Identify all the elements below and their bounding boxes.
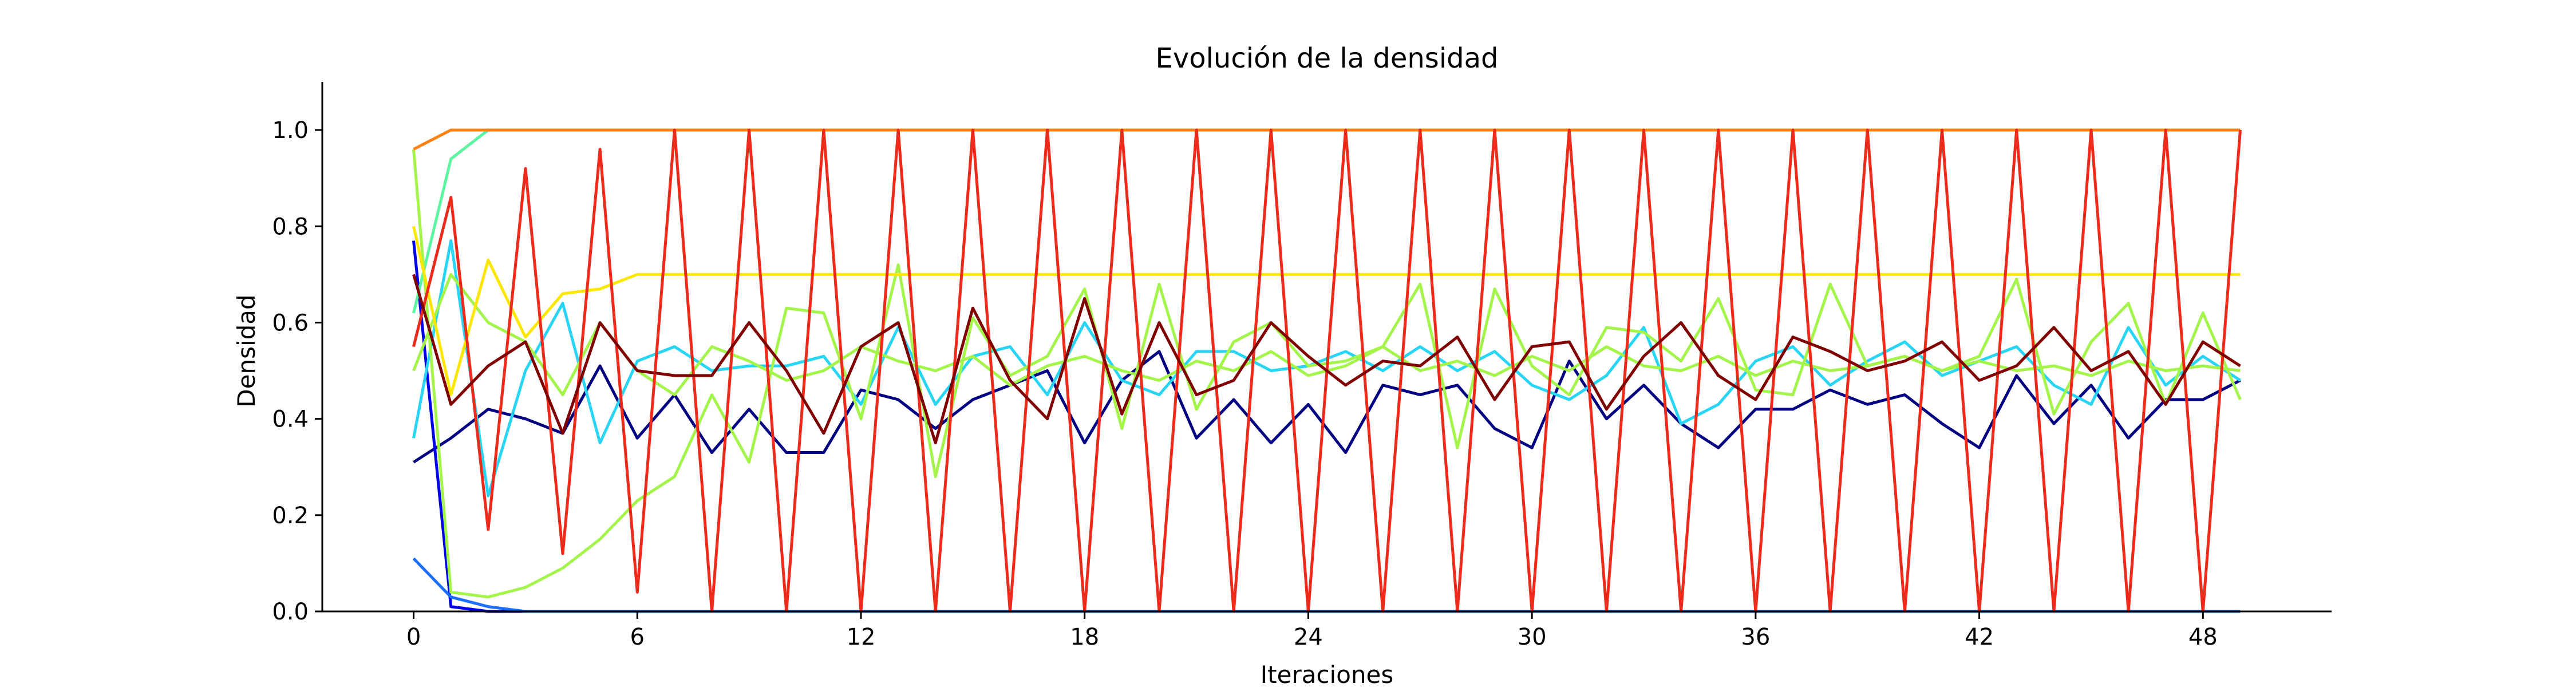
x-tick-label: 0 [406, 624, 421, 650]
series-line-1 [413, 350, 2241, 464]
x-tick-label: 12 [847, 624, 876, 650]
x-tick-label: 30 [1518, 624, 1547, 650]
x-tick-label: 42 [1965, 624, 1994, 650]
series-line-9 [413, 128, 2241, 151]
x-tick-label: 18 [1070, 624, 1099, 650]
series-layer [412, 128, 2242, 613]
x-tick-label: 6 [630, 624, 645, 650]
series-line-3 [412, 557, 2241, 613]
x-axis-label: Iteraciones [1261, 661, 1394, 687]
series-line-8 [412, 226, 2241, 397]
y-tick-label: 0.0 [272, 599, 309, 625]
y-tick-label: 0.6 [272, 310, 309, 336]
series-line-11 [412, 274, 2241, 445]
x-tick-label: 24 [1294, 624, 1323, 650]
ticks-layer: 0 6 12 18 24 30 36 42 48 0.0 0.2 0.4 0.6 0.8 1.0 [272, 117, 2217, 650]
y-tick-label: 0.4 [272, 406, 309, 433]
y-tick-label: 0.2 [272, 503, 309, 529]
y-tick-label: 1.0 [272, 117, 309, 144]
axes-layer [321, 82, 2332, 613]
y-tick-label: 0.8 [272, 214, 309, 240]
y-axis-label: Densidad [232, 294, 260, 407]
chart-title: Evolución de la densidad [1155, 42, 1498, 74]
x-tick-label: 48 [2188, 624, 2218, 650]
x-tick-label: 36 [1741, 624, 1770, 650]
